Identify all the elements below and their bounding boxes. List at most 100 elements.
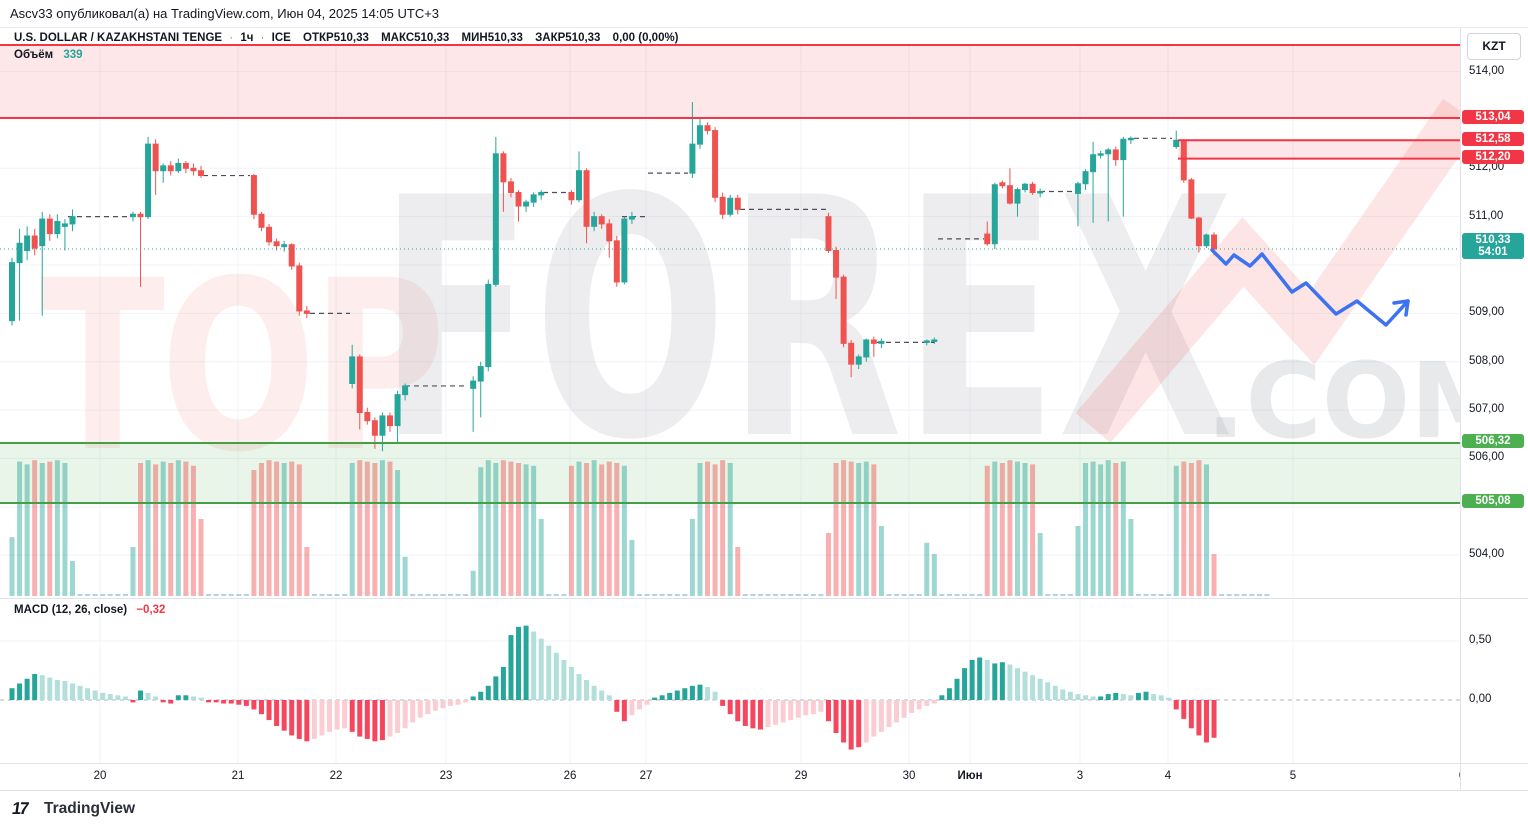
candle-body [568,191,575,201]
volume-bar [599,464,605,596]
tradingview-logo-icon[interactable]: 17 [10,799,29,818]
volume-bar-small [1226,594,1232,596]
volume-bar [992,461,998,596]
candle-body [46,218,53,235]
candle-body [477,366,484,382]
watermark-top: TOP [40,229,441,503]
macd-histogram-bar [878,700,884,732]
currency-toggle-button[interactable]: KZT [1467,33,1521,60]
volume-bar-small [1219,594,1225,596]
candle-body [364,412,371,422]
volume-value: 339 [63,49,83,61]
interval-label[interactable]: 1ч [240,32,254,44]
macd-histogram-bar [153,696,159,700]
candle-body [129,213,136,218]
macd-histogram-bar [266,700,272,721]
time-axis-label: 4 [1164,770,1172,782]
candle-body [296,265,303,312]
macd-histogram-bar [190,696,196,700]
time-axis[interactable]: 20 21 22 23 26 27 29 30 Июн 3 4 5 6 [0,764,1460,790]
volume-bar [531,465,537,596]
candle-body [530,194,537,203]
volume-bar-small [319,594,325,596]
volume-label[interactable]: Объём [14,49,54,61]
macd-histogram-bar [1151,694,1157,700]
volume-bar [1083,463,1089,596]
symbol-name[interactable]: U.S. DOLLAR / KAZAKHSTANI TENGE [14,32,223,44]
macd-histogram-bar [455,700,461,705]
volume-bar-small [773,594,779,596]
volume-bar [1203,464,1209,596]
volume-bar-small [100,594,106,596]
macd-histogram-bar [757,700,763,730]
macd-histogram-bar [198,697,204,700]
volume-bar [924,542,930,596]
candle-body [485,283,492,368]
volume-bar-small [954,594,960,596]
volume-bar [168,463,174,596]
volume-bar [32,460,38,596]
volume-bar [878,526,884,596]
price-axis-label: 514,00 [1469,64,1505,77]
tradingview-brand-text[interactable]: TradingView [44,800,136,817]
candle-body [167,165,174,172]
volume-bar-small [795,594,801,596]
volume-bar [591,460,597,596]
price-axis[interactable]: KZT 514,00 512,00 511,00 509,00 508,00 507,00… [1460,28,1528,790]
price-axis-label: 507,00 [1469,403,1505,416]
macd-histogram-bar [9,688,15,700]
macd-histogram-bar [327,700,333,732]
candle-body [9,262,15,322]
macd-axis-label: 0,50 [1469,634,1492,646]
macd-histogram-bar [765,700,771,728]
volume-bar [538,519,544,596]
volume-bar [153,464,159,596]
macd-histogram-bar [924,700,930,706]
volume-bar-small [463,594,469,596]
volume-bar [1037,533,1043,596]
volume-bar [848,461,854,596]
macd-histogram-bar [1181,700,1187,719]
volume-bar-small [107,594,113,596]
candle-body [840,276,847,344]
macd-histogram-bar [364,700,370,739]
macd-histogram-bar [357,700,363,737]
separator-dot: · [229,32,234,44]
volume-bar [130,547,136,596]
volume-bar [1173,465,1179,596]
candle-body [1188,179,1195,219]
volume-bar-small [682,594,688,596]
candle-body [1195,217,1202,247]
publish-info-text: Ascv33 опубликовал(а) на TradingView.com… [10,6,440,21]
volume-bar [1128,519,1134,596]
macd-histogram-bar [500,666,506,700]
high-value: 510,33 [414,32,450,44]
volume-bar [175,460,181,596]
macd-label[interactable]: MACD (12, 26, close) [14,604,128,616]
macd-histogram-bar [803,700,809,716]
candle-body [190,167,197,172]
macd-histogram-bar [417,700,423,718]
price-level-badge: 510,33 54:01 [1462,233,1524,260]
volume-bar [931,554,937,596]
macd-histogram-bar [122,696,128,700]
macd-histogram-bar [372,700,378,742]
volume-bar [387,461,393,596]
macd-histogram-bar [931,700,937,704]
volume-bar [1030,464,1036,596]
macd-histogram-bar [493,676,499,700]
macd-histogram-bar [810,700,816,715]
volume-bar [357,460,363,596]
volume-indicator-row: Объём 339 [14,49,83,61]
macd-histogram-bar [621,700,627,722]
macd-histogram-bar [100,692,106,700]
volume-bar-small [1135,594,1141,596]
pane-separator[interactable] [0,598,1528,599]
macd-histogram-bar [871,700,877,737]
low-label: МИН [461,32,488,44]
candle-body [583,170,590,227]
volume-bar [576,461,582,596]
volume-bar [720,460,726,596]
